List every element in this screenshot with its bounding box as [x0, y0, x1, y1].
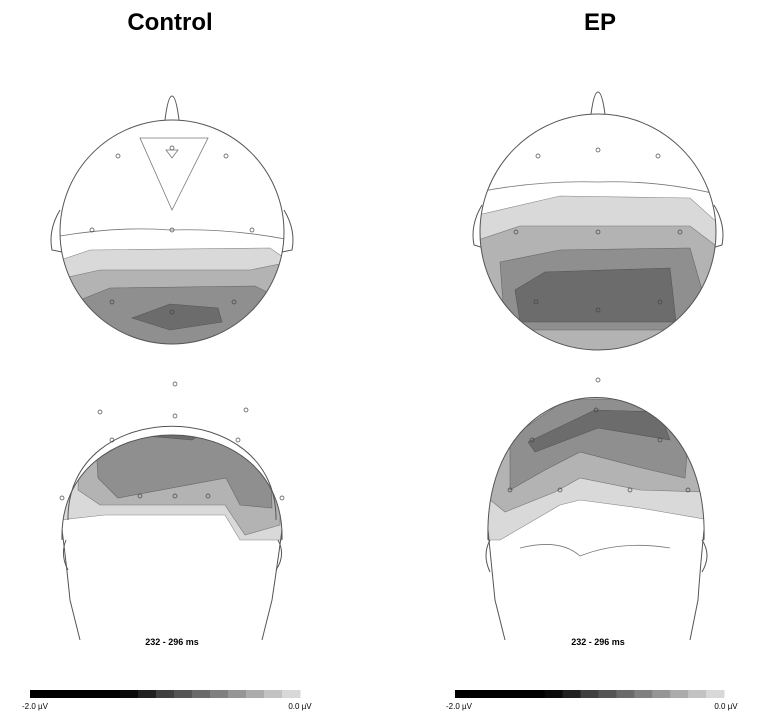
scale-swatch [527, 690, 545, 698]
panel-title: EP [584, 9, 616, 36]
scale-swatch [48, 690, 67, 698]
scale-swatch [210, 690, 229, 698]
scale-swatch [174, 690, 193, 698]
scale-swatch [264, 690, 283, 698]
scale-swatch [616, 690, 634, 698]
panel-title: Control [127, 9, 212, 36]
nose [591, 92, 605, 114]
scale-min-label: -2.0 µV [446, 702, 473, 711]
contour [515, 268, 676, 322]
control-top-map [51, 96, 293, 360]
color-scale [455, 690, 725, 698]
scale-swatch [156, 690, 175, 698]
scale-swatch [84, 690, 103, 698]
figure: Control EP [0, 0, 758, 716]
scale-swatch [491, 690, 509, 698]
scale-swatch [581, 690, 599, 698]
scale-swatch [246, 690, 265, 698]
scale-swatch [120, 690, 139, 698]
scale-swatch [509, 690, 527, 698]
time-label: 232 - 296 ms [145, 637, 199, 647]
control-back-map [60, 382, 290, 640]
color-scale [30, 690, 301, 698]
scale-swatch [688, 690, 706, 698]
neck [690, 530, 704, 640]
scale-swatch [706, 690, 724, 698]
contour-line [520, 544, 670, 556]
scale-swatch [282, 690, 301, 698]
scale-swatch [545, 690, 563, 698]
scale-swatch [598, 690, 616, 698]
scale-swatch [634, 690, 652, 698]
scale-swatch [652, 690, 670, 698]
scale-swatch [563, 690, 581, 698]
scale-max-label: 0.0 µV [288, 702, 312, 711]
scale-swatch [138, 690, 157, 698]
neck [262, 530, 282, 640]
contour-line [478, 182, 720, 195]
scale-swatch [30, 690, 49, 698]
contour-line [60, 229, 290, 240]
scale-max-label: 0.0 µV [714, 702, 738, 711]
ear [63, 540, 281, 570]
scale-swatch [670, 690, 688, 698]
neck [62, 530, 80, 640]
nose [165, 96, 179, 120]
scale-swatch [192, 690, 211, 698]
ep-top-map [473, 92, 723, 360]
ep-back-map [480, 360, 710, 640]
scale-swatch [102, 690, 121, 698]
scale-swatch [228, 690, 247, 698]
contour-line [166, 150, 178, 158]
scale-swatch [473, 690, 491, 698]
scale-min-label: -2.0 µV [22, 702, 49, 711]
scale-swatch [66, 690, 85, 698]
scale-swatch [455, 690, 473, 698]
time-label: 232 - 296 ms [571, 637, 625, 647]
contour [135, 414, 222, 440]
neck [488, 530, 505, 640]
ear [486, 540, 707, 572]
